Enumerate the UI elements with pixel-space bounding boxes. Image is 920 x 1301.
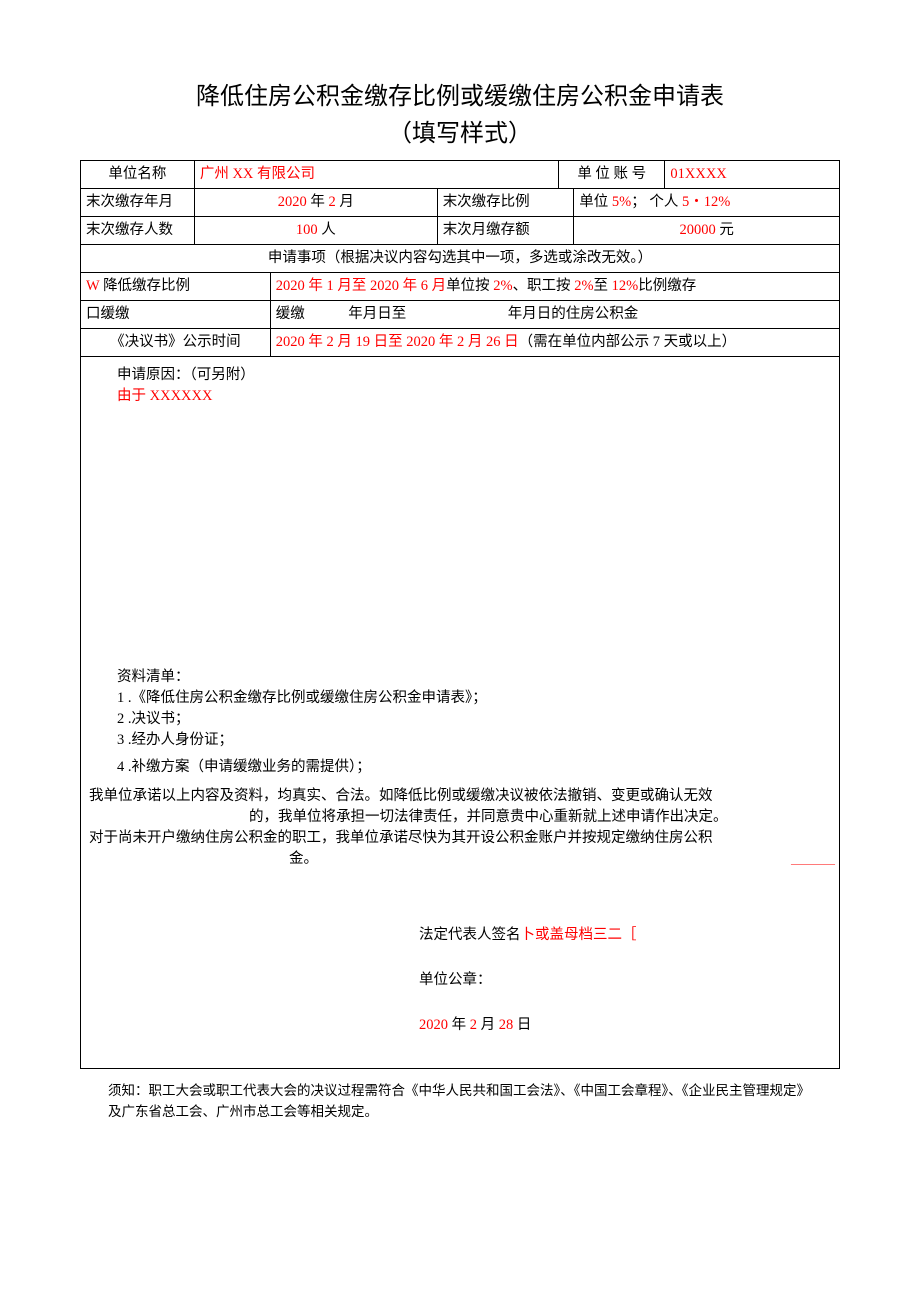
value-last-month-amount: 20000 元 bbox=[574, 216, 840, 244]
value-last-deposit-count: 100 人 bbox=[194, 216, 437, 244]
seal-line: 单位公章： bbox=[419, 970, 831, 991]
commit-line-4: 金。 bbox=[89, 849, 831, 870]
value-last-deposit-ym: 2020 年 2 月 bbox=[194, 188, 437, 216]
decorative-dash: ———— bbox=[791, 857, 835, 873]
title-line2: （填写样式） bbox=[80, 117, 840, 152]
list-item-3: 3 .经办人身份证； bbox=[117, 730, 831, 751]
list-header: 资料清单： bbox=[117, 667, 831, 688]
commit-line-2: 的，我单位将承担一切法律责任，并同意贵中心重新就上述申请作出决定。 bbox=[89, 807, 831, 828]
label-last-deposit-count: 末次缴存人数 bbox=[81, 216, 195, 244]
title-line1: 降低住房公积金缴存比例或缓缴住房公积金申请表 bbox=[80, 80, 840, 115]
list-item-2: 2 .决议书； bbox=[117, 709, 831, 730]
option-defer: 口缓缴 bbox=[81, 300, 271, 328]
defer-detail: 缓缴 年月日至 年月日的住房公积金 bbox=[270, 300, 839, 328]
reason-text: 由于 XXXXXX bbox=[117, 386, 831, 407]
list-item-4: 4 .补缴方案（申请缓缴业务的需提供）； bbox=[117, 757, 831, 778]
apply-item-header: 申请事项（根据决议内容勾选其中一项，多选或涂改无效。） bbox=[81, 244, 840, 272]
commit-line-3: 对于尚未开户缴纳住房公积金的职工，我单位承诺尽快为其开设公积金账户并按规定缴纳住… bbox=[89, 828, 831, 849]
reason-and-body: 申请原因：（可另附） 由于 XXXXXX 资料清单： 1 .《降低住房公积金缴存… bbox=[81, 356, 840, 1068]
reduce-ratio-detail: 2020 年 1 月至 2020 年 6 月单位按 2%、职工按 2%至 12%… bbox=[270, 272, 839, 300]
label-unit-account: 单 位 账 号 bbox=[559, 160, 665, 188]
option-reduce-ratio: W 降低缴存比例 bbox=[81, 272, 271, 300]
value-unit-account: 01XXXX bbox=[665, 160, 840, 188]
label-last-deposit-ratio: 末次缴存比例 bbox=[437, 188, 574, 216]
notice-block: 须知：职工大会或职工代表大会的决议过程需符合《中华人民共和国工会法》、《中国工会… bbox=[80, 1081, 840, 1123]
label-last-month-amount: 末次月缴存额 bbox=[437, 216, 574, 244]
label-last-deposit-ym: 末次缴存年月 bbox=[81, 188, 195, 216]
value-unit-name: 广州 XX 有限公司 bbox=[194, 160, 558, 188]
label-unit-name: 单位名称 bbox=[81, 160, 195, 188]
date-line: 2020 年 2 月 28 日 bbox=[419, 1015, 831, 1036]
list-item-1: 1 .《降低住房公积金缴存比例或缓缴住房公积金申请表》； bbox=[117, 688, 831, 709]
label-notice-time: 《决议书》公示时间 bbox=[81, 328, 271, 356]
reason-label: 申请原因：（可另附） bbox=[117, 365, 831, 386]
commit-line-1: 我单位承诺以上内容及资料，均真实、合法。如降低比例或缓缴决议被依法撤销、变更或确… bbox=[89, 786, 831, 807]
value-notice-time: 2020 年 2 月 19 日至 2020 年 2 月 26 日（需在单位内部公… bbox=[270, 328, 839, 356]
value-last-deposit-ratio: 单位 5%； 个人 5・12% bbox=[574, 188, 840, 216]
signature-line: 法定代表人签名卜或盖母档三二［ bbox=[419, 925, 831, 946]
application-form: 单位名称 广州 XX 有限公司 单 位 账 号 01XXXX 末次缴存年月 20… bbox=[80, 160, 840, 1069]
